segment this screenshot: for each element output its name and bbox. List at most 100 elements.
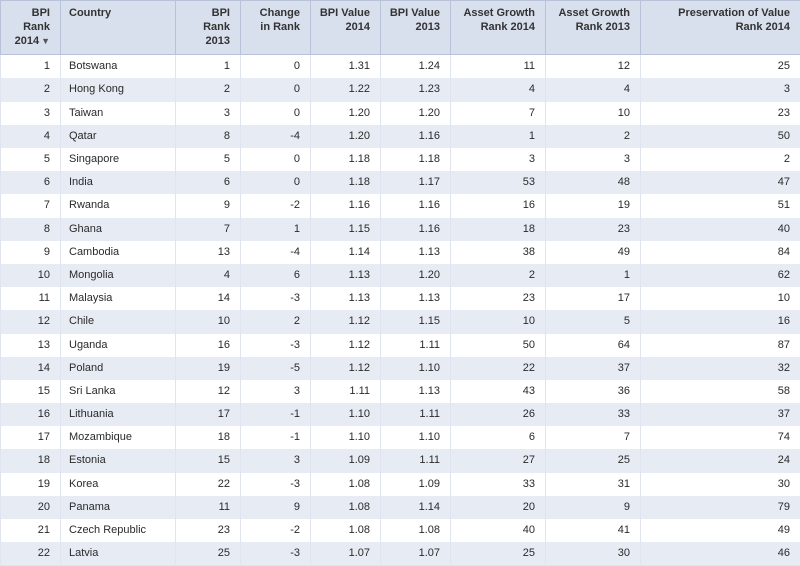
cell: 1.13 xyxy=(381,287,451,310)
cell: 1.14 xyxy=(381,496,451,519)
table-row: 22Latvia25-31.071.07253046 xyxy=(1,542,800,566)
col-header-8[interactable]: Preservation of Value Rank 2014 xyxy=(641,1,800,55)
cell: -3 xyxy=(241,334,311,357)
cell: 47 xyxy=(641,171,800,194)
cell: 16 xyxy=(641,310,800,333)
cell: Lithuania xyxy=(61,403,176,426)
cell: 1.08 xyxy=(311,519,381,542)
cell: 1.18 xyxy=(311,148,381,171)
cell: 1.07 xyxy=(311,542,381,566)
cell: Uganda xyxy=(61,334,176,357)
cell: 1.12 xyxy=(311,334,381,357)
cell: 6 xyxy=(241,264,311,287)
cell: 5 xyxy=(1,148,61,171)
cell: 1.11 xyxy=(381,449,451,472)
cell: 17 xyxy=(1,426,61,449)
cell: 1.07 xyxy=(381,542,451,566)
col-header-4[interactable]: BPI Value 2014 xyxy=(311,1,381,55)
cell: 4 xyxy=(451,78,546,101)
cell: 3 xyxy=(241,449,311,472)
col-header-label: BPI Rank 2013 xyxy=(203,7,230,47)
table-row: 21Czech Republic23-21.081.08404149 xyxy=(1,519,800,542)
table-row: 3Taiwan301.201.2071023 xyxy=(1,102,800,125)
cell: 3 xyxy=(641,78,800,101)
cell: 17 xyxy=(546,287,641,310)
cell: 1.24 xyxy=(381,55,451,79)
cell: 32 xyxy=(641,357,800,380)
cell: 33 xyxy=(451,473,546,496)
cell: 1.11 xyxy=(311,380,381,403)
cell: 25 xyxy=(641,55,800,79)
cell: 10 xyxy=(546,102,641,125)
col-header-2[interactable]: BPI Rank 2013 xyxy=(176,1,241,55)
cell: 1.18 xyxy=(311,171,381,194)
cell: 1.10 xyxy=(311,403,381,426)
cell: 1.23 xyxy=(381,78,451,101)
cell: Chile xyxy=(61,310,176,333)
cell: Hong Kong xyxy=(61,78,176,101)
cell: 1.08 xyxy=(311,473,381,496)
cell: 1.09 xyxy=(381,473,451,496)
cell: 23 xyxy=(451,287,546,310)
cell: 1.11 xyxy=(381,403,451,426)
cell: 40 xyxy=(451,519,546,542)
table-row: 14Poland19-51.121.10223732 xyxy=(1,357,800,380)
cell: 8 xyxy=(176,125,241,148)
cell: Panama xyxy=(61,496,176,519)
cell: 2 xyxy=(241,310,311,333)
cell: 13 xyxy=(176,241,241,264)
cell: 46 xyxy=(641,542,800,566)
table-row: 13Uganda16-31.121.11506487 xyxy=(1,334,800,357)
cell: 6 xyxy=(176,171,241,194)
cell: 20 xyxy=(451,496,546,519)
cell: 1.08 xyxy=(381,519,451,542)
cell: 1.15 xyxy=(381,310,451,333)
cell: 1.13 xyxy=(311,287,381,310)
cell: 48 xyxy=(546,171,641,194)
table-body: 1Botswana101.311.241112252Hong Kong201.2… xyxy=(1,55,800,566)
cell: Botswana xyxy=(61,55,176,79)
cell: 16 xyxy=(176,334,241,357)
table-row: 4Qatar8-41.201.161250 xyxy=(1,125,800,148)
cell: 19 xyxy=(1,473,61,496)
cell: 87 xyxy=(641,334,800,357)
cell: 0 xyxy=(241,102,311,125)
cell: Korea xyxy=(61,473,176,496)
cell: 18 xyxy=(1,449,61,472)
cell: 1.18 xyxy=(381,148,451,171)
cell: -2 xyxy=(241,519,311,542)
cell: -4 xyxy=(241,241,311,264)
cell: 0 xyxy=(241,148,311,171)
cell: 15 xyxy=(1,380,61,403)
cell: 9 xyxy=(546,496,641,519)
cell: -3 xyxy=(241,473,311,496)
table-row: 9Cambodia13-41.141.13384984 xyxy=(1,241,800,264)
cell: 10 xyxy=(176,310,241,333)
table-row: 8Ghana711.151.16182340 xyxy=(1,218,800,241)
cell: 25 xyxy=(451,542,546,566)
cell: Malaysia xyxy=(61,287,176,310)
cell: 24 xyxy=(641,449,800,472)
table-row: 11Malaysia14-31.131.13231710 xyxy=(1,287,800,310)
cell: Singapore xyxy=(61,148,176,171)
cell: 51 xyxy=(641,194,800,217)
cell: 1.31 xyxy=(311,55,381,79)
cell: 8 xyxy=(1,218,61,241)
cell: -5 xyxy=(241,357,311,380)
cell: 14 xyxy=(1,357,61,380)
col-header-5[interactable]: BPI Value 2013 xyxy=(381,1,451,55)
col-header-1[interactable]: Country xyxy=(61,1,176,55)
cell: 38 xyxy=(451,241,546,264)
cell: 3 xyxy=(176,102,241,125)
col-header-label: Asset Growth Rank 2013 xyxy=(558,7,630,33)
cell: 10 xyxy=(451,310,546,333)
cell: Rwanda xyxy=(61,194,176,217)
cell: 22 xyxy=(451,357,546,380)
col-header-7[interactable]: Asset Growth Rank 2013 xyxy=(546,1,641,55)
col-header-0[interactable]: BPI Rank 2014▼ xyxy=(1,1,61,55)
col-header-3[interactable]: Change in Rank xyxy=(241,1,311,55)
header-row: BPI Rank 2014▼Country BPI Rank 2013 Change… xyxy=(1,1,800,55)
col-header-6[interactable]: Asset Growth Rank 2014 xyxy=(451,1,546,55)
cell: 11 xyxy=(1,287,61,310)
cell: 5 xyxy=(176,148,241,171)
